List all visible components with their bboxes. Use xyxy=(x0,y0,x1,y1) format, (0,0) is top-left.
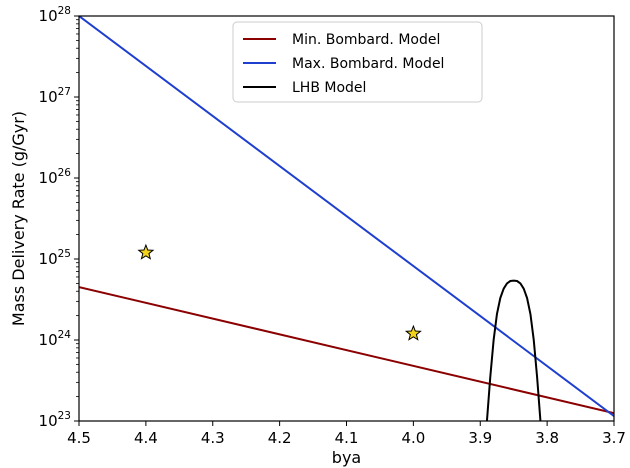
legend: Min. Bombard. Model Max. Bombard. Model LH… xyxy=(232,21,483,103)
legend-label-max-bombard-model: Max. Bombard. Model xyxy=(292,56,444,72)
legend-box xyxy=(232,21,483,103)
y-tick-label: 1024 xyxy=(39,329,72,349)
x-axis-label: bya xyxy=(332,448,361,467)
x-tick-label: 4.4 xyxy=(134,429,158,447)
y-tick-label: 1027 xyxy=(39,86,71,106)
y-axis: 1023 1024 1025 1026 1027 1028 xyxy=(39,5,79,430)
x-tick-label: 4.1 xyxy=(335,429,359,447)
x-tick-label: 4.0 xyxy=(401,429,425,447)
y-axis-label: Mass Delivery Rate (g/Gyr) xyxy=(9,111,28,326)
x-tick-label: 4.5 xyxy=(67,429,91,447)
series-layer xyxy=(79,16,614,421)
y-tick-label: 1028 xyxy=(39,5,71,25)
star-marker xyxy=(137,243,155,260)
x-tick-label: 3.7 xyxy=(602,429,626,447)
y-tick-label: 1026 xyxy=(39,167,72,187)
points-layer xyxy=(137,243,422,341)
legend-label-lhb-model: LHB Model xyxy=(292,80,366,96)
y-tick-label: 1023 xyxy=(39,410,71,430)
x-tick-label: 4.3 xyxy=(201,429,225,447)
series-line-lhb-model xyxy=(485,279,542,421)
star-marker xyxy=(404,324,422,341)
x-axis: 4.5 4.4 4.3 4.2 4.1 4.0 3.9 3.8 3.7 xyxy=(67,421,626,447)
series-line-max-bombard-model xyxy=(79,16,614,417)
x-tick-label: 3.8 xyxy=(535,429,559,447)
x-tick-label: 4.2 xyxy=(268,429,292,447)
series-line-min-bombard-model xyxy=(79,286,614,415)
legend-label-min-bombard-model: Min. Bombard. Model xyxy=(292,32,440,48)
y-tick-label: 1025 xyxy=(39,248,71,268)
x-tick-label: 3.9 xyxy=(468,429,492,447)
